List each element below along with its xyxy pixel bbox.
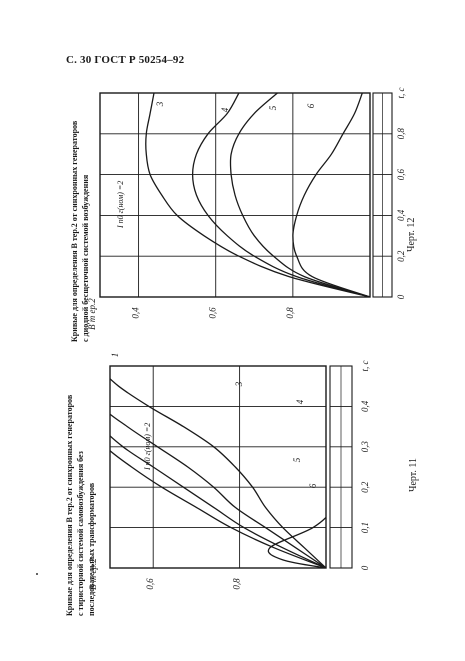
- chart-12-y-axis-label: B т ер.2: [87, 298, 97, 330]
- chart-12-title-line-2: с диодной бесщеточной системой возбужден…: [81, 174, 90, 342]
- chart-12-x-tick-3: 0,6: [396, 168, 406, 180]
- chart-11-series-label-6: 6: [308, 483, 318, 488]
- chart-12-series-label-5: 5: [268, 105, 278, 110]
- chart-12-series-label-3: 3: [155, 101, 165, 107]
- chart-11-title-line-2: с тиристорной системой самовозбуждения б…: [76, 450, 85, 616]
- chart-12-x-tick-2: 0,4: [396, 209, 406, 221]
- chart-11-series-4: [110, 413, 326, 568]
- chart-11-figure-label: Черт. 11: [408, 458, 419, 492]
- page-header: С. 30 ГОСТ Р 50254–92: [66, 54, 185, 66]
- chart-11-series-label-4: 4: [295, 399, 305, 404]
- chart-11-x-tick-5: t, c: [360, 360, 370, 371]
- chart-11-series-1: [267, 366, 326, 568]
- chart-11-parameter-label: I п0 г(ном) =2: [143, 423, 152, 471]
- chart-11-plot: 0 0,1 0,2 0,3 0,4 t, c 0,6 0,8 1 3 4 5 6: [109, 353, 370, 590]
- chart-12-y-tick-1: 0,6: [208, 307, 218, 319]
- chart-11: 0 0,1 0,2 0,3 0,4 t, c 0,6 0,8 1 3 4 5 6 Кривые для …: [65, 353, 419, 616]
- chart-11-series-6: [110, 449, 326, 568]
- chart-11-x-tick-2: 0,2: [360, 481, 370, 493]
- chart-11-title-line-1: Кривые для определения B тер.2 от синхро…: [65, 394, 74, 616]
- chart-12: 0 0,2 0,4 0,6 0,8 t, c 0,4 0,6 0,8 3 4 5 6 Кривые дл…: [70, 87, 417, 342]
- chart-11-series-label-5: 5: [292, 457, 302, 462]
- chart-12-series-label-6: 6: [306, 103, 316, 108]
- chart-12-plot: 0 0,2 0,4 0,6 0,8 t, c 0,4 0,6 0,8 3 4 5 6: [99, 87, 406, 319]
- chart-12-y-tick-0: 0,4: [131, 307, 141, 319]
- chart-11-x-tick-1: 0,1: [360, 522, 370, 533]
- chart-11-series-3: [110, 377, 326, 568]
- chart-11-y-axis-label: B т ер.2: [88, 558, 98, 590]
- chart-11-title-line-3: последовательных трансформаторов: [87, 482, 96, 616]
- chart-12-x-tick-0: 0: [396, 294, 406, 299]
- chart-12-x-tick-4: 0,8: [396, 128, 406, 140]
- chart-11-y-tick-1: 0,8: [232, 578, 242, 590]
- chart-12-series-5: [191, 93, 370, 297]
- chart-12-series-label-4: 4: [220, 107, 230, 112]
- chart-11-y-tick-0: 0,6: [145, 578, 155, 590]
- chart-11-frame: [109, 365, 327, 569]
- chart-11-series-label-3: 3: [234, 381, 244, 387]
- chart-12-series-6: [145, 93, 370, 297]
- chart-11-x-tick-0: 0: [360, 565, 370, 570]
- chart-12-frame: [99, 92, 371, 298]
- chart-12-x-tick-5: t, c: [396, 87, 406, 98]
- chart-11-series-label-1: 1: [110, 353, 120, 358]
- scan-speck: [36, 573, 38, 575]
- chart-11-x-tick-3: 0,3: [360, 441, 370, 453]
- chart-12-series-3: [292, 93, 370, 297]
- chart-12-y-tick-2: 0,8: [285, 307, 295, 319]
- chart-11-x-tick-4: 0,4: [360, 400, 370, 412]
- chart-12-figure-label: Черт. 12: [406, 218, 417, 252]
- chart-12-x-tick-1: 0,2: [396, 250, 406, 262]
- chart-12-parameter-label: I п0 г(ном) =2: [116, 181, 125, 229]
- chart-12-series-4: [229, 93, 370, 297]
- chart-11-series-5: [110, 435, 326, 568]
- chart-12-title-line-1: Кривые для определения B тер.2 от синхро…: [70, 120, 79, 342]
